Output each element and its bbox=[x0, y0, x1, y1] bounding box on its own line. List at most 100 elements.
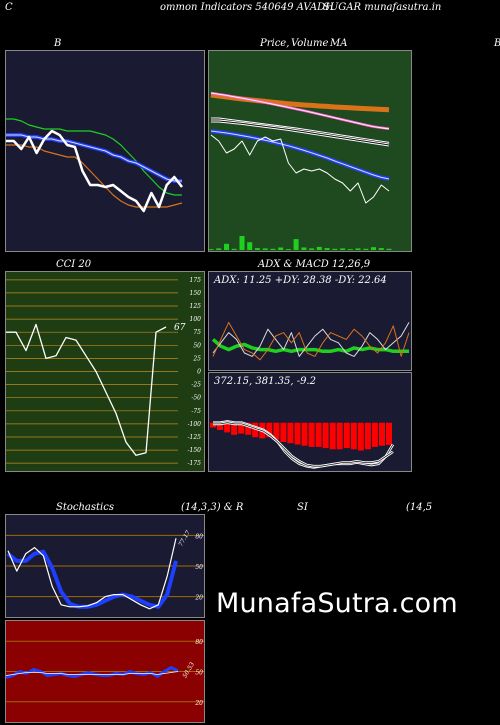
stoch-value-label: 77.17 bbox=[177, 529, 192, 548]
cci-tick-label: 0 bbox=[197, 369, 201, 376]
volume-bar bbox=[262, 248, 268, 250]
macd-hist-bar bbox=[308, 422, 315, 447]
cci-panel: 175 150 125 100 75 50 25 0 -25 -50 -75 -100 -125 -150… bbox=[5, 271, 205, 472]
bb-upper-line bbox=[6, 118, 182, 196]
cci-tick-label: 75 bbox=[193, 329, 201, 336]
volume-bar bbox=[301, 247, 307, 250]
volume-bar bbox=[293, 239, 299, 250]
stoch-tick-label: 20 bbox=[194, 595, 203, 602]
price-ma-chart bbox=[209, 91, 392, 250]
volume-bar bbox=[278, 247, 284, 250]
stoch-k-line bbox=[7, 538, 177, 610]
rsi-value-label: 50.53 bbox=[181, 661, 196, 680]
stoch-params: (14,3,3) & R bbox=[181, 502, 244, 513]
stoch-tick-label: 80 bbox=[195, 533, 203, 540]
stoch-d-line bbox=[6, 549, 178, 609]
cci-title: CCI 20 bbox=[56, 259, 92, 270]
macd-hist-bar bbox=[315, 422, 322, 447]
macd-hist-bar bbox=[371, 422, 378, 447]
cci-line bbox=[6, 323, 167, 456]
rsi-params: (14,5 bbox=[406, 502, 433, 513]
adx-readout: ADX: 11.25 +DY: 28.38 -DY: 22.64 bbox=[214, 275, 387, 286]
macd-hist-bar bbox=[322, 422, 329, 449]
rsi-chart: 80 50 20 50.53 bbox=[6, 639, 204, 707]
price-ma-panel bbox=[208, 50, 412, 252]
macd-hist-bar bbox=[280, 422, 287, 442]
cci-tick-label: 150 bbox=[190, 290, 202, 297]
adx-chart bbox=[211, 321, 410, 361]
stochastics-panel: 80 50 20 77.17 bbox=[5, 514, 205, 618]
bollinger-chart bbox=[6, 118, 183, 213]
ma-title: MA bbox=[330, 38, 348, 49]
rsi-line bbox=[6, 666, 179, 680]
cci-tick-label: -125 bbox=[188, 434, 202, 441]
stoch-title: Stochastics bbox=[56, 502, 114, 513]
rsi-tick-label: 50 bbox=[195, 670, 203, 677]
volume-bar bbox=[209, 249, 214, 250]
macd-hist-bar bbox=[245, 422, 252, 435]
price-close-line bbox=[210, 134, 390, 204]
stoch-tick-label: 50 bbox=[195, 564, 203, 571]
header-title: ommon Indicators 540649 AVADH bbox=[160, 2, 334, 13]
cci-value-label: 67 bbox=[174, 323, 186, 333]
ma-b-line-inner bbox=[211, 120, 390, 146]
rsi-title: SI bbox=[297, 502, 308, 513]
volume-bar bbox=[324, 248, 330, 250]
volume-bar bbox=[332, 248, 338, 250]
cci-tick-label: -150 bbox=[188, 447, 202, 454]
adx-macd-title: ADX & MACD 12,26,9 bbox=[258, 259, 371, 270]
cci-tick-label: -175 bbox=[188, 460, 202, 467]
bb-middle-line bbox=[6, 134, 182, 182]
bb-title: B bbox=[54, 38, 62, 49]
volume-bar bbox=[371, 247, 376, 250]
bb-lower-line bbox=[6, 144, 183, 208]
macd-hist-bar bbox=[329, 422, 336, 450]
macd-hist-bar bbox=[386, 422, 392, 445]
macd-hist-bar bbox=[336, 422, 343, 450]
signal-line bbox=[213, 422, 394, 467]
volume-bar bbox=[285, 249, 291, 250]
macd-hist-bar bbox=[350, 422, 357, 450]
volume-bar bbox=[340, 248, 346, 250]
volume-bar bbox=[386, 248, 392, 250]
ma-fast-line bbox=[210, 130, 390, 180]
cci-tick-label: -75 bbox=[191, 408, 201, 415]
watermark: MunafaSutra.com bbox=[216, 588, 458, 619]
volume-bar bbox=[363, 248, 369, 250]
ma-mid-core bbox=[210, 92, 390, 130]
macd-hist-bar bbox=[252, 422, 259, 438]
macd-hist-bar bbox=[301, 422, 308, 446]
cci-chart: 175 150 125 100 75 50 25 0 -25 -50 -75 -100 -125 -150… bbox=[6, 277, 202, 467]
macd-readout: 372.15, 381.35, -9.2 bbox=[214, 376, 316, 387]
macd-hist-bar bbox=[266, 422, 273, 438]
cci-tick-label: -100 bbox=[188, 421, 202, 428]
adx-line bbox=[211, 338, 409, 354]
macd-hist-bar bbox=[217, 422, 223, 430]
rsi-panel: 80 50 20 50.53 bbox=[5, 620, 205, 723]
macd-hist-bar bbox=[357, 422, 364, 451]
header-left: C bbox=[5, 2, 13, 13]
macd-hist-bar bbox=[238, 422, 245, 434]
cci-tick-label: 50 bbox=[193, 342, 201, 349]
volume-bar bbox=[224, 243, 229, 250]
adx-panel: ADX: 11.25 +DY: 28.38 -DY: 22.64 bbox=[208, 271, 412, 371]
macd-hist-bar bbox=[273, 422, 280, 440]
rsi-tick-label: 20 bbox=[194, 700, 203, 707]
cci-tick-label: -50 bbox=[191, 395, 201, 402]
volume-bar bbox=[309, 248, 315, 250]
volume-bar bbox=[347, 249, 353, 250]
volume-bar bbox=[239, 236, 245, 250]
bb-close-line bbox=[6, 129, 183, 213]
volume-bar bbox=[355, 248, 361, 250]
volume-bar bbox=[247, 242, 253, 250]
macd-hist-bar bbox=[287, 422, 294, 444]
volume-bar bbox=[270, 248, 276, 250]
cci-tick-label: 175 bbox=[190, 277, 202, 284]
rsi-tick-label: 80 bbox=[195, 639, 203, 646]
header-site: SUGAR munafasutra.in bbox=[323, 2, 442, 13]
macd-hist-bar bbox=[294, 422, 301, 445]
rsi-ma-line bbox=[6, 671, 179, 676]
cci-tick-label: 25 bbox=[192, 355, 201, 362]
volume-bar bbox=[216, 248, 222, 250]
cci-tick-label: 125 bbox=[190, 303, 202, 310]
